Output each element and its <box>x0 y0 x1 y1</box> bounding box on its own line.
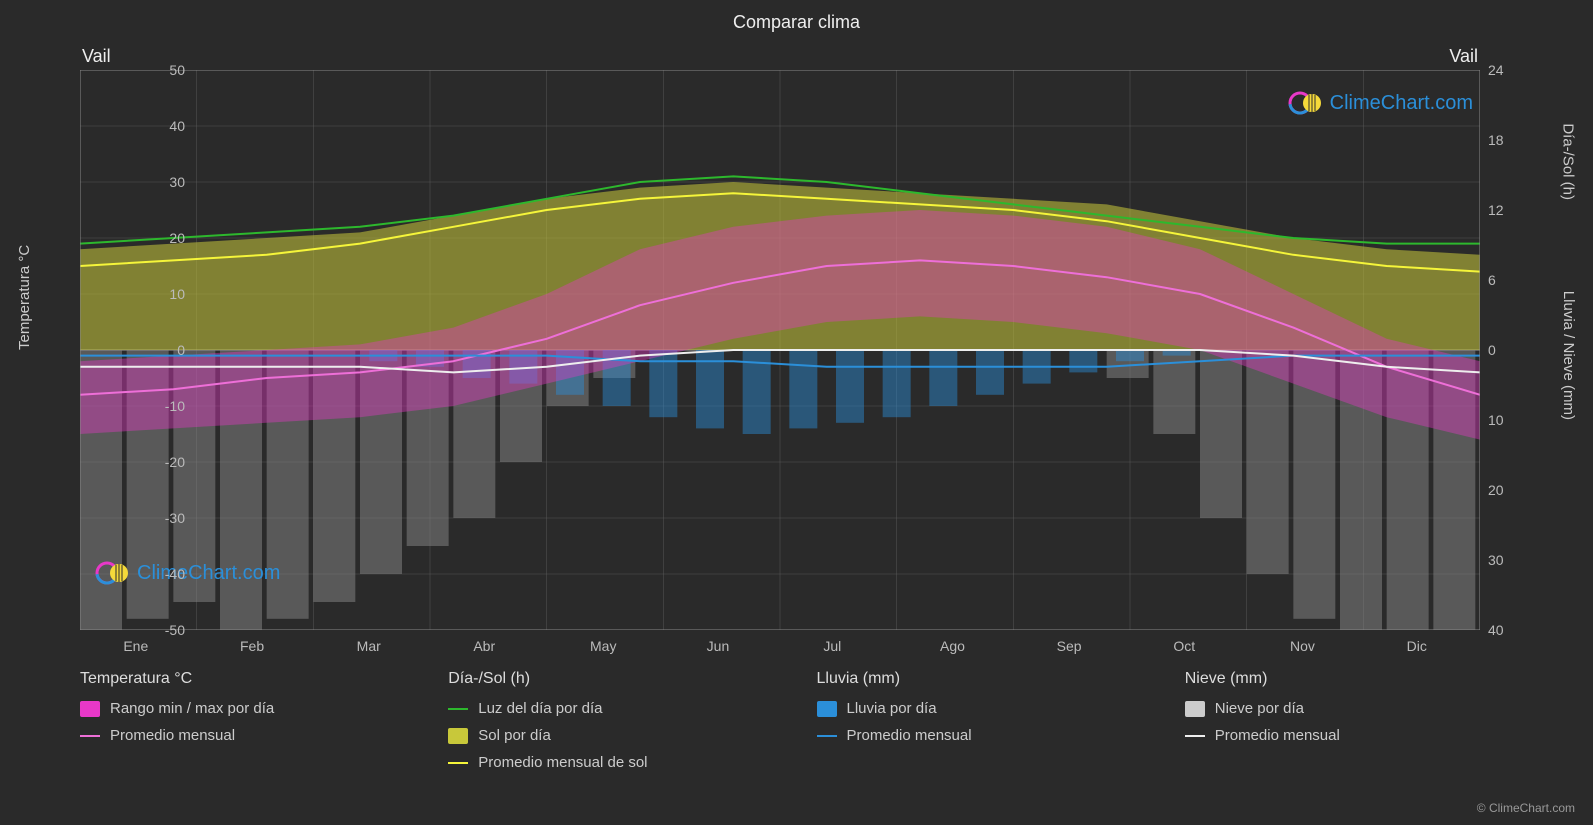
x-tick-month: Oct <box>1173 638 1195 654</box>
legend-header: Temperatura °C <box>80 670 408 688</box>
legend: Temperatura °C Rango min / max por día Pr… <box>80 670 1513 781</box>
legend-label: Promedio mensual <box>1215 727 1340 744</box>
y-tick-right: 12 <box>1488 202 1504 218</box>
y-tick-left: -40 <box>85 566 185 582</box>
y-tick-left: 30 <box>85 174 185 190</box>
y-axis-right-top-label: Día-/Sol (h) <box>1560 123 1577 200</box>
legend-label: Promedio mensual <box>110 727 235 744</box>
legend-item: Promedio mensual <box>1185 727 1513 744</box>
legend-col-daysun: Día-/Sol (h) Luz del día por día Sol por … <box>448 670 776 781</box>
legend-item: Promedio mensual de sol <box>448 754 776 771</box>
y-tick-right: 24 <box>1488 62 1504 78</box>
x-tick-month: Dic <box>1407 638 1427 654</box>
legend-header: Nieve (mm) <box>1185 670 1513 688</box>
watermark-top: ClimeChart.com <box>1288 85 1473 121</box>
legend-label: Rango min / max por día <box>110 700 274 717</box>
x-tick-month: Abr <box>473 638 495 654</box>
y-tick-left: 40 <box>85 118 185 134</box>
legend-item: Rango min / max por día <box>80 700 408 717</box>
legend-label: Nieve por día <box>1215 700 1304 717</box>
x-tick-month: Jul <box>823 638 841 654</box>
x-tick-month: Jun <box>707 638 730 654</box>
x-tick-month: Mar <box>357 638 381 654</box>
y-tick-left: -20 <box>85 454 185 470</box>
chart-title: Comparar clima <box>0 0 1593 33</box>
legend-item: Lluvia por día <box>817 700 1145 717</box>
legend-line-icon <box>448 762 468 764</box>
legend-col-snow: Nieve (mm) Nieve por día Promedio mensual <box>1185 670 1513 781</box>
legend-line-icon <box>80 735 100 737</box>
legend-col-rain: Lluvia (mm) Lluvia por día Promedio mensu… <box>817 670 1145 781</box>
legend-item: Nieve por día <box>1185 700 1513 717</box>
legend-col-temp: Temperatura °C Rango min / max por día Pr… <box>80 670 408 781</box>
legend-header: Lluvia (mm) <box>817 670 1145 688</box>
legend-header: Día-/Sol (h) <box>448 670 776 688</box>
y-tick-right: 40 <box>1488 622 1504 638</box>
x-tick-month: Feb <box>240 638 264 654</box>
y-axis-right-bottom-label: Lluvia / Nieve (mm) <box>1560 291 1577 420</box>
x-tick-month: Ene <box>123 638 148 654</box>
copyright-text: © ClimeChart.com <box>1477 801 1575 815</box>
legend-label: Promedio mensual de sol <box>478 754 647 771</box>
legend-label: Luz del día por día <box>478 700 602 717</box>
y-tick-left: -10 <box>85 398 185 414</box>
x-tick-month: Nov <box>1290 638 1315 654</box>
y-tick-left: -30 <box>85 510 185 526</box>
legend-label: Sol por día <box>478 727 551 744</box>
climechart-logo-icon <box>1288 85 1324 121</box>
legend-item: Promedio mensual <box>817 727 1145 744</box>
legend-swatch-icon <box>448 728 468 744</box>
y-tick-right: 0 <box>1488 342 1496 358</box>
y-tick-right: 30 <box>1488 552 1504 568</box>
legend-line-icon <box>1185 735 1205 737</box>
legend-swatch-icon <box>80 701 100 717</box>
legend-label: Promedio mensual <box>847 727 972 744</box>
y-tick-left: 0 <box>85 342 185 358</box>
y-tick-right: 6 <box>1488 272 1496 288</box>
legend-label: Lluvia por día <box>847 700 937 717</box>
y-tick-right: 18 <box>1488 132 1504 148</box>
legend-swatch-icon <box>817 701 837 717</box>
x-tick-month: Ago <box>940 638 965 654</box>
y-axis-left-label: Temperatura °C <box>16 245 33 350</box>
y-tick-left: 10 <box>85 286 185 302</box>
y-tick-left: 20 <box>85 230 185 246</box>
location-label-right: Vail <box>1449 46 1478 67</box>
y-tick-right: 10 <box>1488 412 1504 428</box>
y-tick-left: 50 <box>85 62 185 78</box>
x-tick-month: May <box>590 638 616 654</box>
y-tick-left: -50 <box>85 622 185 638</box>
plot-area <box>80 70 1480 630</box>
legend-item: Promedio mensual <box>80 727 408 744</box>
legend-line-icon <box>817 735 837 737</box>
legend-item: Sol por día <box>448 727 776 744</box>
y-tick-right: 20 <box>1488 482 1504 498</box>
legend-line-icon <box>448 708 468 710</box>
legend-item: Luz del día por día <box>448 700 776 717</box>
watermark-text: ClimeChart.com <box>1330 92 1473 115</box>
plot-svg <box>80 70 1480 630</box>
x-tick-month: Sep <box>1057 638 1082 654</box>
legend-swatch-icon <box>1185 701 1205 717</box>
climate-chart: Comparar clima Vail Vail Temperatura °C … <box>0 0 1593 825</box>
